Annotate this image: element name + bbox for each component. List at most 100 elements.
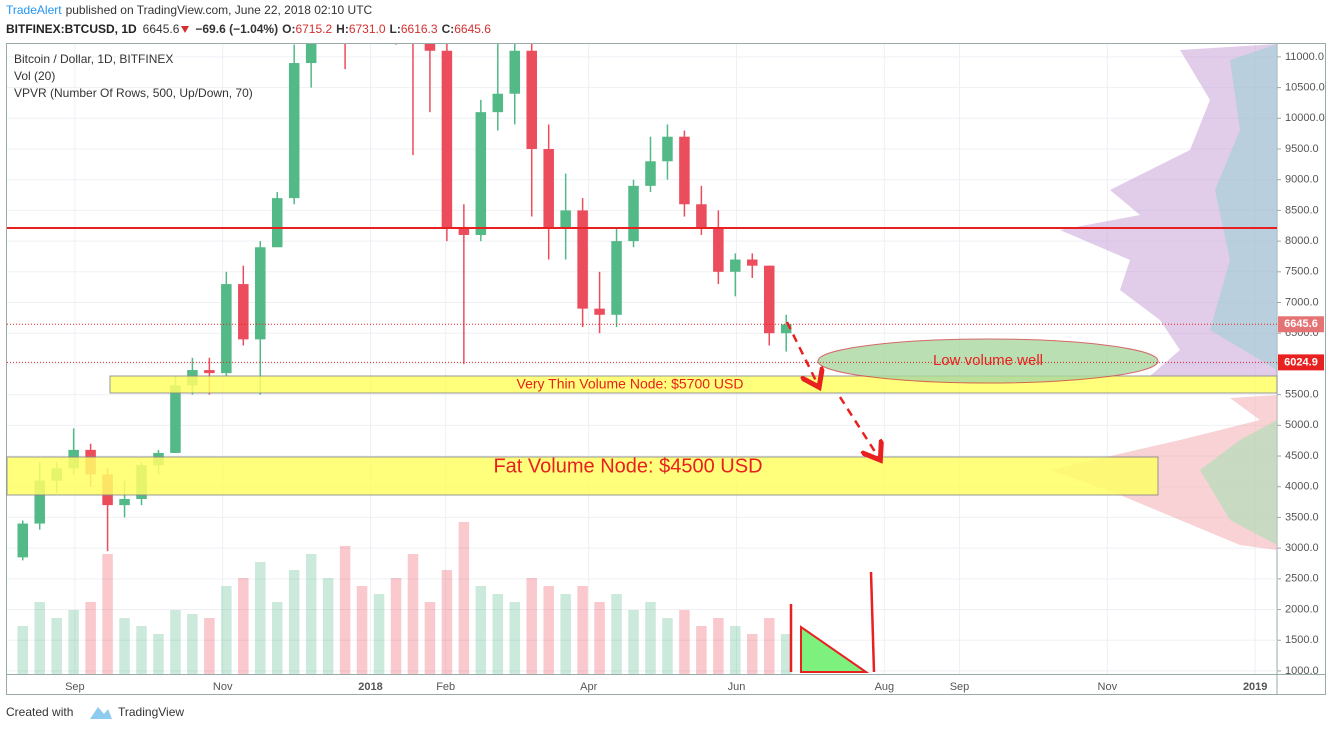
y-tick-label: 5500.0 — [1285, 389, 1319, 401]
volume-bar — [747, 634, 758, 674]
symbol: BITFINEX:BTCUSD, 1D — [6, 22, 137, 36]
y-tick-label: 1500.0 — [1285, 634, 1319, 646]
volume-bar — [713, 618, 724, 674]
volume-bar — [645, 602, 656, 674]
candle-body — [730, 259, 741, 272]
volume-bar — [373, 594, 385, 674]
y-tick-label: 3500.0 — [1285, 511, 1319, 523]
candle-body — [611, 241, 622, 315]
l: 6616.3 — [401, 22, 438, 36]
candle-body — [747, 259, 758, 266]
candle-body — [628, 185, 639, 242]
y-tick-label: 7500.0 — [1285, 266, 1319, 278]
y-tick-label: 4000.0 — [1285, 481, 1319, 493]
h-label: H: — [336, 22, 349, 36]
legend-item: Vol (20) — [14, 69, 55, 83]
arrow — [838, 396, 879, 458]
marker-line — [869, 571, 876, 673]
candle-body — [458, 228, 470, 235]
candle-body — [204, 370, 215, 374]
price-label: 6024.9 — [1284, 356, 1318, 368]
x-tick-label: 2019 — [1243, 681, 1267, 693]
x-tick-label: Nov — [213, 681, 233, 693]
candle-body — [492, 93, 504, 113]
candle-body — [594, 308, 605, 315]
volume-profile — [1200, 420, 1277, 545]
candle-body — [543, 149, 554, 229]
price-label-box — [1278, 316, 1324, 333]
volume-bar — [17, 626, 29, 674]
x-tick-label: Jun — [728, 681, 746, 693]
x-tick-label: Sep — [65, 681, 85, 693]
logo[interactable] — [90, 707, 112, 719]
candle-body — [170, 385, 181, 453]
candle-body — [645, 161, 656, 186]
volume-bar — [763, 618, 775, 674]
volume-bar — [187, 614, 198, 674]
volume-bar — [543, 586, 554, 674]
candle-body — [696, 204, 707, 229]
c-label: C: — [442, 22, 455, 36]
y-tick-label: 11000.0 — [1285, 51, 1324, 63]
volume-bar — [85, 602, 96, 674]
volume-bar — [475, 586, 487, 674]
volume-bar — [204, 618, 215, 674]
candle-body — [560, 210, 571, 229]
volume-bar — [119, 618, 130, 674]
volume-bar — [679, 610, 690, 674]
y-tick-label: 3000.0 — [1285, 542, 1319, 554]
candle-body — [679, 136, 690, 205]
price-label: 6645.6 — [1284, 318, 1318, 330]
volume-bar — [68, 610, 79, 674]
candle-body — [526, 50, 537, 149]
candle-body — [17, 523, 29, 558]
volume-bar — [611, 594, 622, 674]
volume-bar — [305, 554, 317, 674]
volume-bar — [238, 578, 249, 674]
volume-bar — [271, 602, 283, 674]
legend-item: VPVR (Number Of Rows, 500, Up/Down, 70) — [14, 86, 253, 100]
candle-body — [305, 44, 317, 64]
o: 6715.2 — [295, 22, 332, 36]
price: 6645.6 — [143, 22, 180, 36]
change: −69.6 (−1.04%) — [195, 22, 278, 36]
volume-bar — [560, 594, 571, 674]
candle-body — [255, 247, 266, 340]
volume-bar — [730, 626, 741, 674]
y-tick-label: 1000.0 — [1285, 665, 1319, 677]
y-tick-label: 8500.0 — [1285, 204, 1319, 216]
footer-brand[interactable]: TradingView — [118, 705, 184, 719]
y-tick-label: 4500.0 — [1285, 450, 1319, 462]
volume-bar — [594, 602, 605, 674]
volume-bar — [441, 570, 453, 674]
volume-bar — [628, 610, 639, 674]
y-tick-label: 8000.0 — [1285, 235, 1319, 247]
author[interactable]: TradeAlert — [6, 3, 62, 17]
y-tick-label: 9500.0 — [1285, 143, 1319, 155]
candle-body — [221, 284, 232, 374]
candle-body — [475, 112, 487, 235]
volume-bar — [255, 562, 266, 674]
annotation: Fat Volume Node: $4500 USD — [493, 455, 762, 477]
volume-bar — [526, 578, 537, 674]
symbol-line: BITFINEX:BTCUSD, 1D 6645.6 −69.6 (−1.04%) O… — [6, 22, 491, 36]
triangle — [800, 625, 870, 673]
candle-body — [271, 198, 283, 248]
x-tick-label: Apr — [580, 681, 597, 693]
y-tick-label: 9000.0 — [1285, 174, 1319, 186]
y-tick-label: 2500.0 — [1285, 573, 1319, 585]
volume-bar — [51, 618, 62, 674]
volume-bar — [102, 554, 113, 674]
annotation: Low volume well — [933, 352, 1043, 369]
volume-bar — [492, 594, 504, 674]
candle-body — [509, 50, 521, 94]
volume-bar — [34, 602, 45, 674]
candle-body — [441, 50, 453, 229]
candle-body — [34, 480, 45, 524]
volume-bar — [136, 626, 147, 674]
candles — [17, 44, 792, 674]
volume-profile — [1210, 44, 1277, 370]
volume-bar — [424, 602, 436, 674]
volume-bar — [509, 602, 521, 674]
